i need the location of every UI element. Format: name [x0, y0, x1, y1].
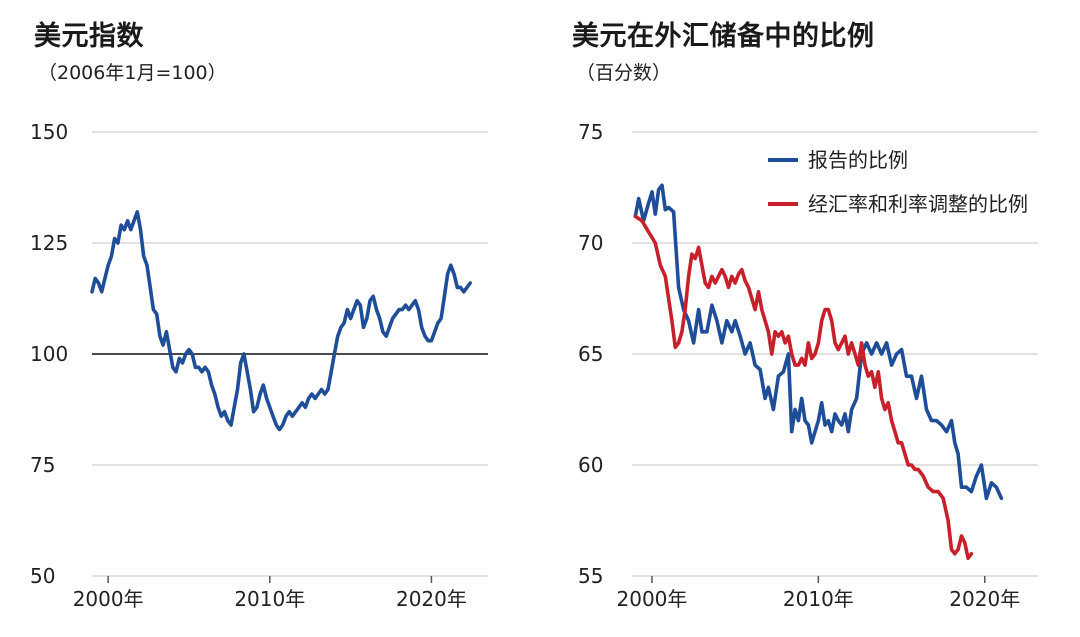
y-tick-label: 150 — [30, 120, 68, 144]
chart-subtitle: （百分数） — [576, 62, 672, 84]
legend-label: 报告的比例 — [808, 148, 908, 172]
series-line-1 — [90, 210, 472, 432]
y-tick-label: 125 — [30, 231, 68, 255]
series-line-2 — [633, 214, 974, 560]
usd-index-chart: 150 125 100 75 50 2000年 2010年 2020年 — [30, 120, 488, 611]
y-tick-label: 60 — [578, 453, 603, 477]
x-tick-label: 2000年 — [617, 587, 688, 611]
y-tick-label: 75 — [578, 120, 603, 144]
chart-title: 美元在外汇储备中的比例 — [572, 21, 875, 52]
chart-subtitle: （2006年1月=100） — [38, 62, 227, 84]
y-tick-label: 55 — [578, 564, 603, 588]
y-tick-label: 75 — [30, 453, 55, 477]
chart-title: 美元指数 — [34, 21, 144, 52]
x-tick-label: 2020年 — [396, 587, 467, 611]
y-tick-label: 65 — [578, 342, 603, 366]
y-tick-label: 50 — [30, 564, 55, 588]
series-line-1 — [633, 183, 1004, 501]
y-tick-label: 100 — [30, 342, 68, 366]
usd-index-panel: 美元指数 （2006年1月=100） 150 125 100 75 50 2000年 201… — [30, 21, 488, 611]
x-tick-label: 2020年 — [949, 587, 1020, 611]
x-tick-label: 2010年 — [234, 587, 305, 611]
usd-reserve-share-panel: 美元在外汇储备中的比例 （百分数） 75 70 65 60 55 2000年 2010年 20… — [540, 0, 1080, 637]
x-tick-label: 2010年 — [783, 587, 854, 611]
usd-reserve-share-chart: 75 70 65 60 55 2000年 2010年 2020年 报告的比例经汇率和利率调整的比… — [578, 120, 1038, 611]
legend-label: 经汇率和利率调整的比例 — [808, 192, 1028, 216]
y-tick-label: 70 — [578, 231, 603, 255]
x-tick-label: 2000年 — [73, 587, 144, 611]
